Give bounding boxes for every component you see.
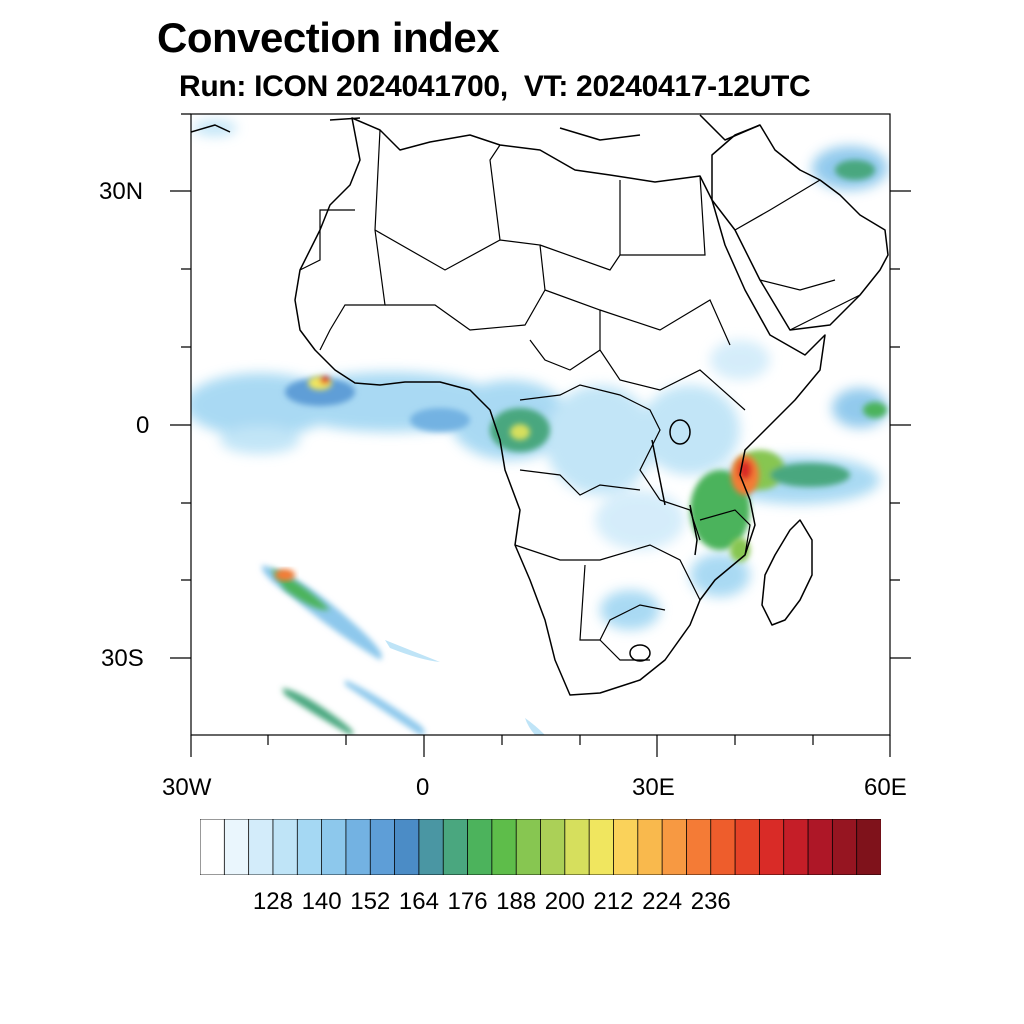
africa-coastline (294, 117, 826, 696)
x-label-60e: 60E (864, 774, 907, 801)
colorbar-tick-label: 140 (301, 888, 342, 915)
colorbar-tick-label: 176 (447, 888, 488, 915)
x-label-30e: 30E (632, 774, 675, 801)
colorbar-tick-label: 212 (593, 888, 634, 915)
colorbar-tick-label: 164 (398, 888, 439, 915)
colorbar-swatch (734, 819, 761, 875)
colorbar-swatch (442, 819, 469, 875)
y-label-30n: 30N (99, 178, 144, 205)
colorbar-swatch (321, 819, 347, 875)
colorbar-swatch (856, 819, 881, 875)
colorbar-swatch (467, 819, 493, 875)
y-label-30s: 30S (101, 645, 144, 672)
colorbar-swatch (564, 819, 590, 875)
colorbar-swatch (637, 819, 663, 875)
atlantic-streaks (261, 565, 545, 735)
x-label-30w: 30W (162, 774, 212, 801)
colorbar-swatch (686, 819, 712, 875)
chart-title: Convection index (157, 14, 500, 61)
country-borders (299, 129, 861, 661)
colorbar-swatch (831, 819, 858, 875)
y-label-0: 0 (136, 412, 150, 439)
colorbar-swatch (807, 819, 834, 875)
colorbar-swatch (418, 819, 444, 875)
colorbar-swatch (540, 819, 566, 875)
map-frame (170, 113, 911, 757)
chart-subtitle: Run: ICON 2024041700, VT: 20240417-12UTC (179, 70, 811, 103)
colorbar-tick-label: 224 (642, 888, 683, 915)
colorbar-swatch (394, 819, 420, 875)
colorbar-tick-label: 152 (350, 888, 391, 915)
x-label-0: 0 (416, 774, 430, 801)
colorbar-swatch (613, 819, 639, 875)
colorbar-swatch (491, 819, 517, 875)
colorbar-swatch (272, 819, 298, 875)
colorbar-swatch (200, 819, 226, 875)
colorbar-swatch (515, 819, 542, 875)
convection-high-areas (308, 376, 759, 562)
colorbar-swatch (661, 819, 688, 875)
madagascar-coastline (761, 519, 813, 626)
colorbar-swatch (248, 819, 274, 875)
colorbar-tick-label: 200 (544, 888, 585, 915)
colorbar-tick-label: 128 (252, 888, 293, 915)
colorbar-swatch (710, 819, 736, 875)
colorbar-tick-label: 188 (496, 888, 537, 915)
colorbar-swatch (758, 819, 785, 875)
colorbar-swatch (369, 819, 396, 875)
colorbar-swatch (588, 819, 615, 875)
colorbar (200, 819, 881, 875)
colorbar-swatch (783, 819, 809, 875)
colorbar-tick-label: 236 (690, 888, 731, 915)
colorbar-swatch (345, 819, 371, 875)
colorbar-swatch (296, 819, 323, 875)
coastlines (191, 114, 889, 696)
colorbar-swatch (223, 819, 250, 875)
convection-field (191, 120, 888, 735)
convection-light-areas (191, 120, 888, 630)
